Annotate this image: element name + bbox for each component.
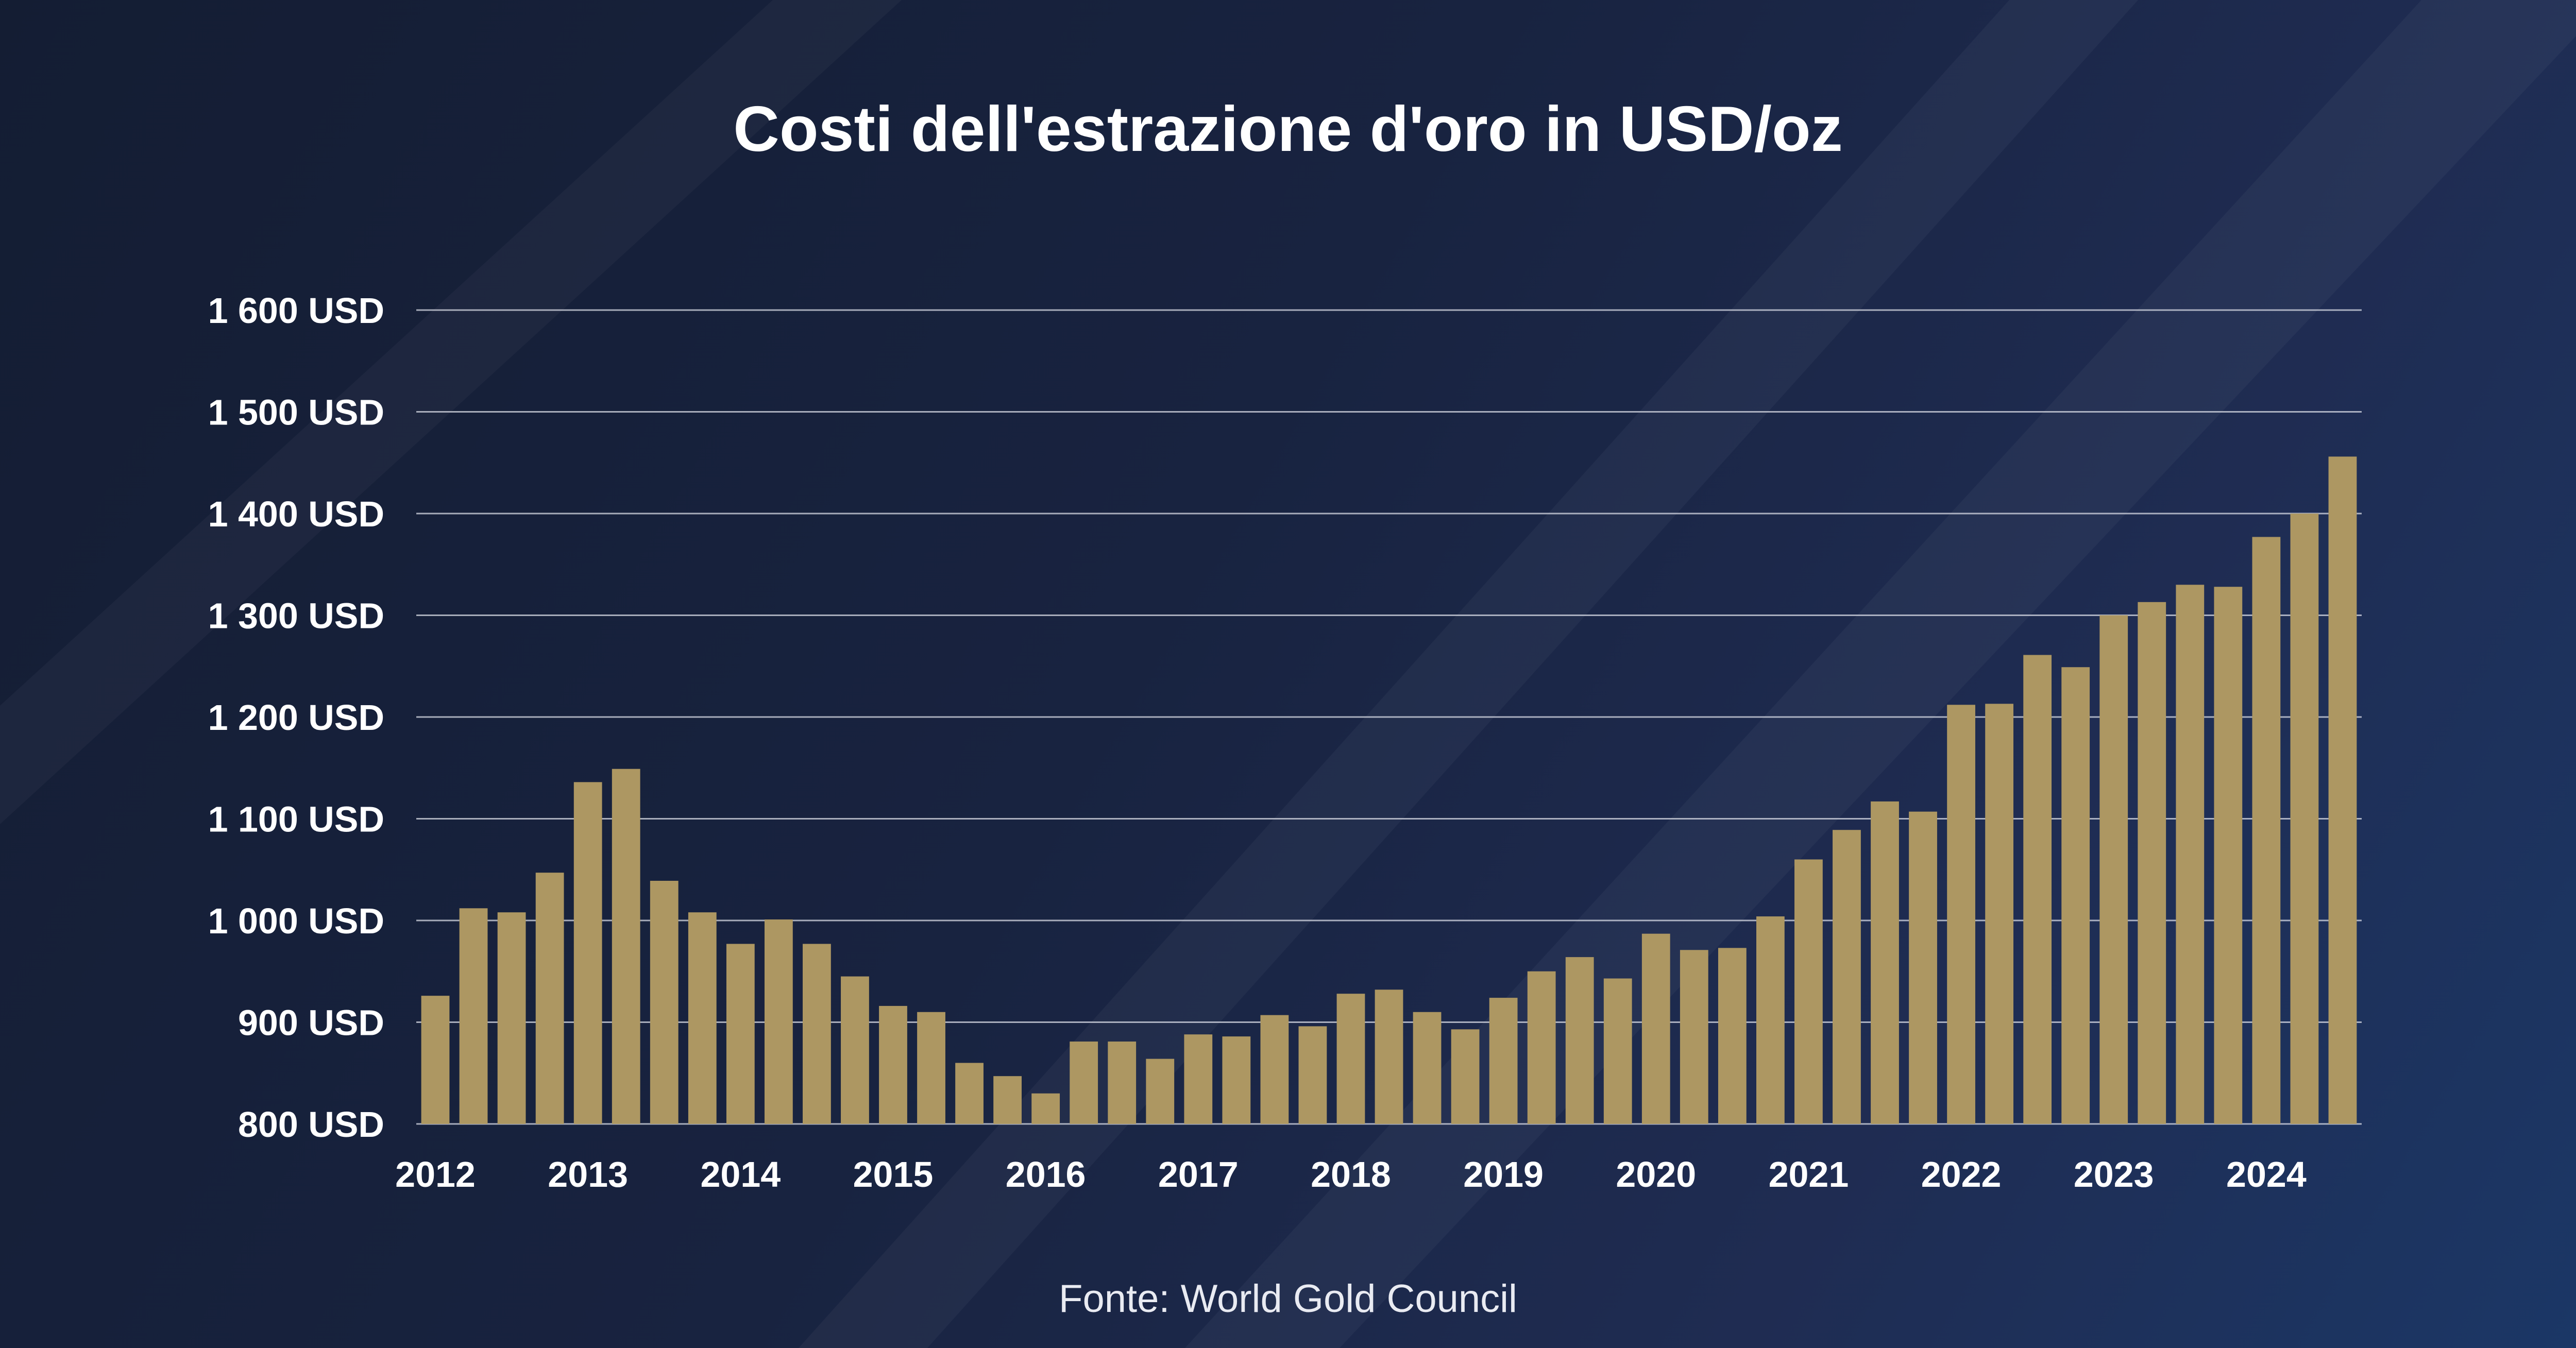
bar bbox=[2023, 655, 2052, 1124]
bar bbox=[1603, 978, 1632, 1124]
bar bbox=[1413, 1012, 1442, 1124]
bar bbox=[1909, 811, 1937, 1124]
bar bbox=[1184, 1034, 1213, 1124]
y-tick-label: 1 000 USD bbox=[208, 901, 384, 941]
bar bbox=[1985, 704, 2014, 1124]
x-tick-label: 2013 bbox=[548, 1154, 628, 1195]
bar bbox=[1680, 950, 1708, 1124]
bar bbox=[2099, 615, 2128, 1124]
bar bbox=[1146, 1059, 1175, 1124]
bar bbox=[2138, 602, 2166, 1124]
bar bbox=[1489, 998, 1518, 1124]
bar bbox=[1565, 957, 1594, 1124]
bar bbox=[1336, 994, 1365, 1124]
y-tick-label: 1 500 USD bbox=[208, 393, 384, 433]
y-tick-label: 1 600 USD bbox=[208, 291, 384, 331]
x-tick-label: 2019 bbox=[1463, 1154, 1544, 1195]
bar bbox=[2176, 585, 2205, 1124]
bar bbox=[535, 873, 564, 1124]
bar bbox=[2290, 514, 2319, 1124]
y-tick-label: 1 200 USD bbox=[208, 697, 384, 738]
bar bbox=[688, 912, 717, 1124]
y-axis-labels: 800 USD 900 USD 1 000 USD 1 100 USD 1 200 US… bbox=[208, 291, 384, 1145]
bar bbox=[879, 1005, 907, 1124]
x-tick-label: 2021 bbox=[1769, 1154, 1849, 1195]
x-tick-label: 2015 bbox=[853, 1154, 934, 1195]
chart-source: Fonte: World Gold Council bbox=[1059, 1277, 1517, 1321]
y-tick-label: 900 USD bbox=[238, 1003, 384, 1043]
bar bbox=[2328, 456, 2357, 1124]
bar bbox=[1375, 989, 1403, 1124]
bar bbox=[917, 1012, 945, 1124]
bar bbox=[2252, 537, 2281, 1124]
bar bbox=[497, 912, 526, 1124]
x-tick-label: 2020 bbox=[1616, 1154, 1696, 1195]
bar bbox=[1451, 1029, 1480, 1124]
bar bbox=[726, 944, 755, 1124]
y-tick-label: 800 USD bbox=[238, 1104, 384, 1145]
bar bbox=[1298, 1026, 1327, 1124]
x-axis-labels: 2012 2013 2014 2015 2016 2017 2018 2019 2020 2021… bbox=[395, 1154, 2307, 1195]
bar bbox=[1641, 933, 1670, 1124]
bar bbox=[1794, 859, 1823, 1124]
bar bbox=[841, 976, 869, 1124]
bar bbox=[1260, 1015, 1289, 1124]
x-tick-label: 2023 bbox=[2074, 1154, 2154, 1195]
bar bbox=[1108, 1042, 1137, 1124]
bar bbox=[1833, 830, 1861, 1124]
x-tick-label: 2017 bbox=[1158, 1154, 1239, 1195]
bar bbox=[764, 919, 793, 1124]
y-tick-label: 1 100 USD bbox=[208, 799, 384, 840]
bars bbox=[421, 456, 2357, 1124]
x-tick-label: 2016 bbox=[1006, 1154, 1086, 1195]
chart-title: Costi dell'estrazione d'oro in USD/oz bbox=[733, 94, 1843, 165]
x-tick-label: 2024 bbox=[2226, 1154, 2307, 1195]
bar bbox=[2214, 587, 2243, 1124]
bar bbox=[1222, 1036, 1251, 1124]
bar bbox=[421, 996, 450, 1124]
bar bbox=[955, 1063, 984, 1124]
bar bbox=[650, 880, 679, 1124]
bar bbox=[459, 908, 488, 1124]
bar bbox=[573, 782, 602, 1124]
x-tick-label: 2022 bbox=[1921, 1154, 2002, 1195]
bar bbox=[1527, 971, 1556, 1124]
bar bbox=[1947, 705, 1975, 1124]
y-tick-label: 1 300 USD bbox=[208, 596, 384, 636]
y-tick-label: 1 400 USD bbox=[208, 494, 384, 534]
bar bbox=[1718, 948, 1747, 1124]
x-tick-label: 2014 bbox=[700, 1154, 781, 1195]
bar bbox=[612, 769, 640, 1124]
bar bbox=[1070, 1042, 1098, 1124]
x-tick-label: 2018 bbox=[1311, 1154, 1391, 1195]
bar bbox=[1756, 916, 1785, 1124]
bar bbox=[1031, 1093, 1060, 1124]
bar bbox=[993, 1076, 1022, 1124]
bar bbox=[1871, 801, 1899, 1124]
bar bbox=[803, 944, 831, 1124]
bar bbox=[2061, 667, 2090, 1124]
x-tick-label: 2012 bbox=[395, 1154, 476, 1195]
